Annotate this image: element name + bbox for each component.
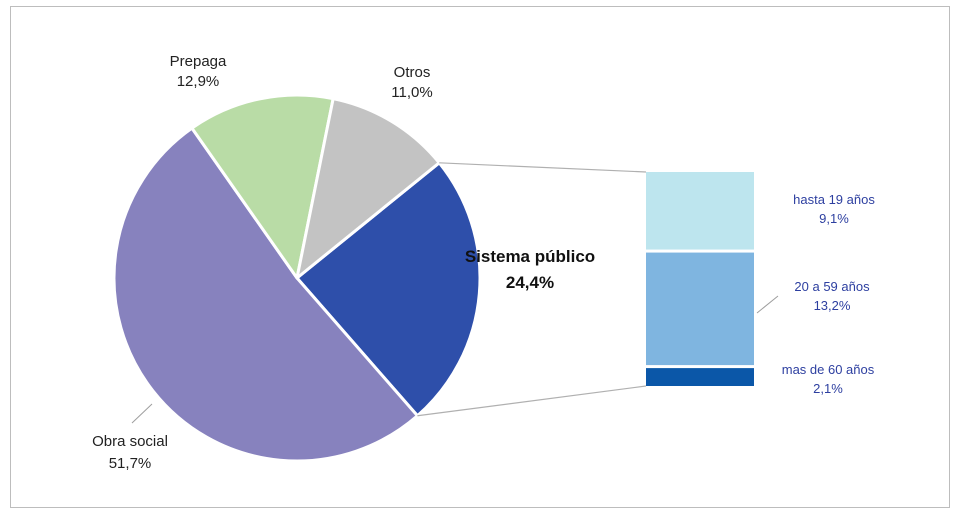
- label-hasta-19-value: 9,1%: [819, 211, 849, 226]
- bar-segment-mas-de-60-a-os: [646, 368, 754, 386]
- label-obra-social-name: Obra social: [92, 433, 168, 450]
- leader-line-obra-social: [131, 403, 153, 424]
- breakdown-bar: [646, 172, 754, 386]
- connector-line-top: [439, 162, 647, 173]
- label-otros-name: Otros: [394, 64, 431, 81]
- connector-lines: [417, 162, 647, 417]
- pie: [112, 93, 482, 463]
- label-obra-social-value: 51,7%: [109, 455, 152, 472]
- pie-slice-obra-social: [112, 126, 419, 463]
- label-hasta-19-name: hasta 19 años: [793, 192, 875, 207]
- bar-segment-hasta-19-a-os: [646, 172, 754, 250]
- pie-slice-sistema-p-blico: [295, 161, 482, 418]
- label-prepaga-name: Prepaga: [170, 53, 227, 70]
- label-sistema-publico-value: 24,4%: [506, 273, 554, 292]
- connector-line-bottom: [417, 385, 647, 417]
- label-20-59-value: 13,2%: [814, 298, 851, 313]
- label-mas-60-name: mas de 60 años: [782, 362, 875, 377]
- leader-line-20-59: [756, 295, 779, 314]
- label-mas-60-value: 2,1%: [813, 381, 843, 396]
- pie-slice-prepaga: [190, 93, 335, 280]
- label-otros-value: 11,0%: [391, 84, 432, 101]
- label-20-59-name: 20 a 59 años: [794, 279, 870, 294]
- label-sistema-publico-name: Sistema público: [465, 247, 595, 266]
- bar-segment-20-a-59-a-os: [646, 252, 754, 366]
- label-prepaga-value: 12,9%: [177, 73, 220, 90]
- pie-slice-otros: [295, 97, 441, 280]
